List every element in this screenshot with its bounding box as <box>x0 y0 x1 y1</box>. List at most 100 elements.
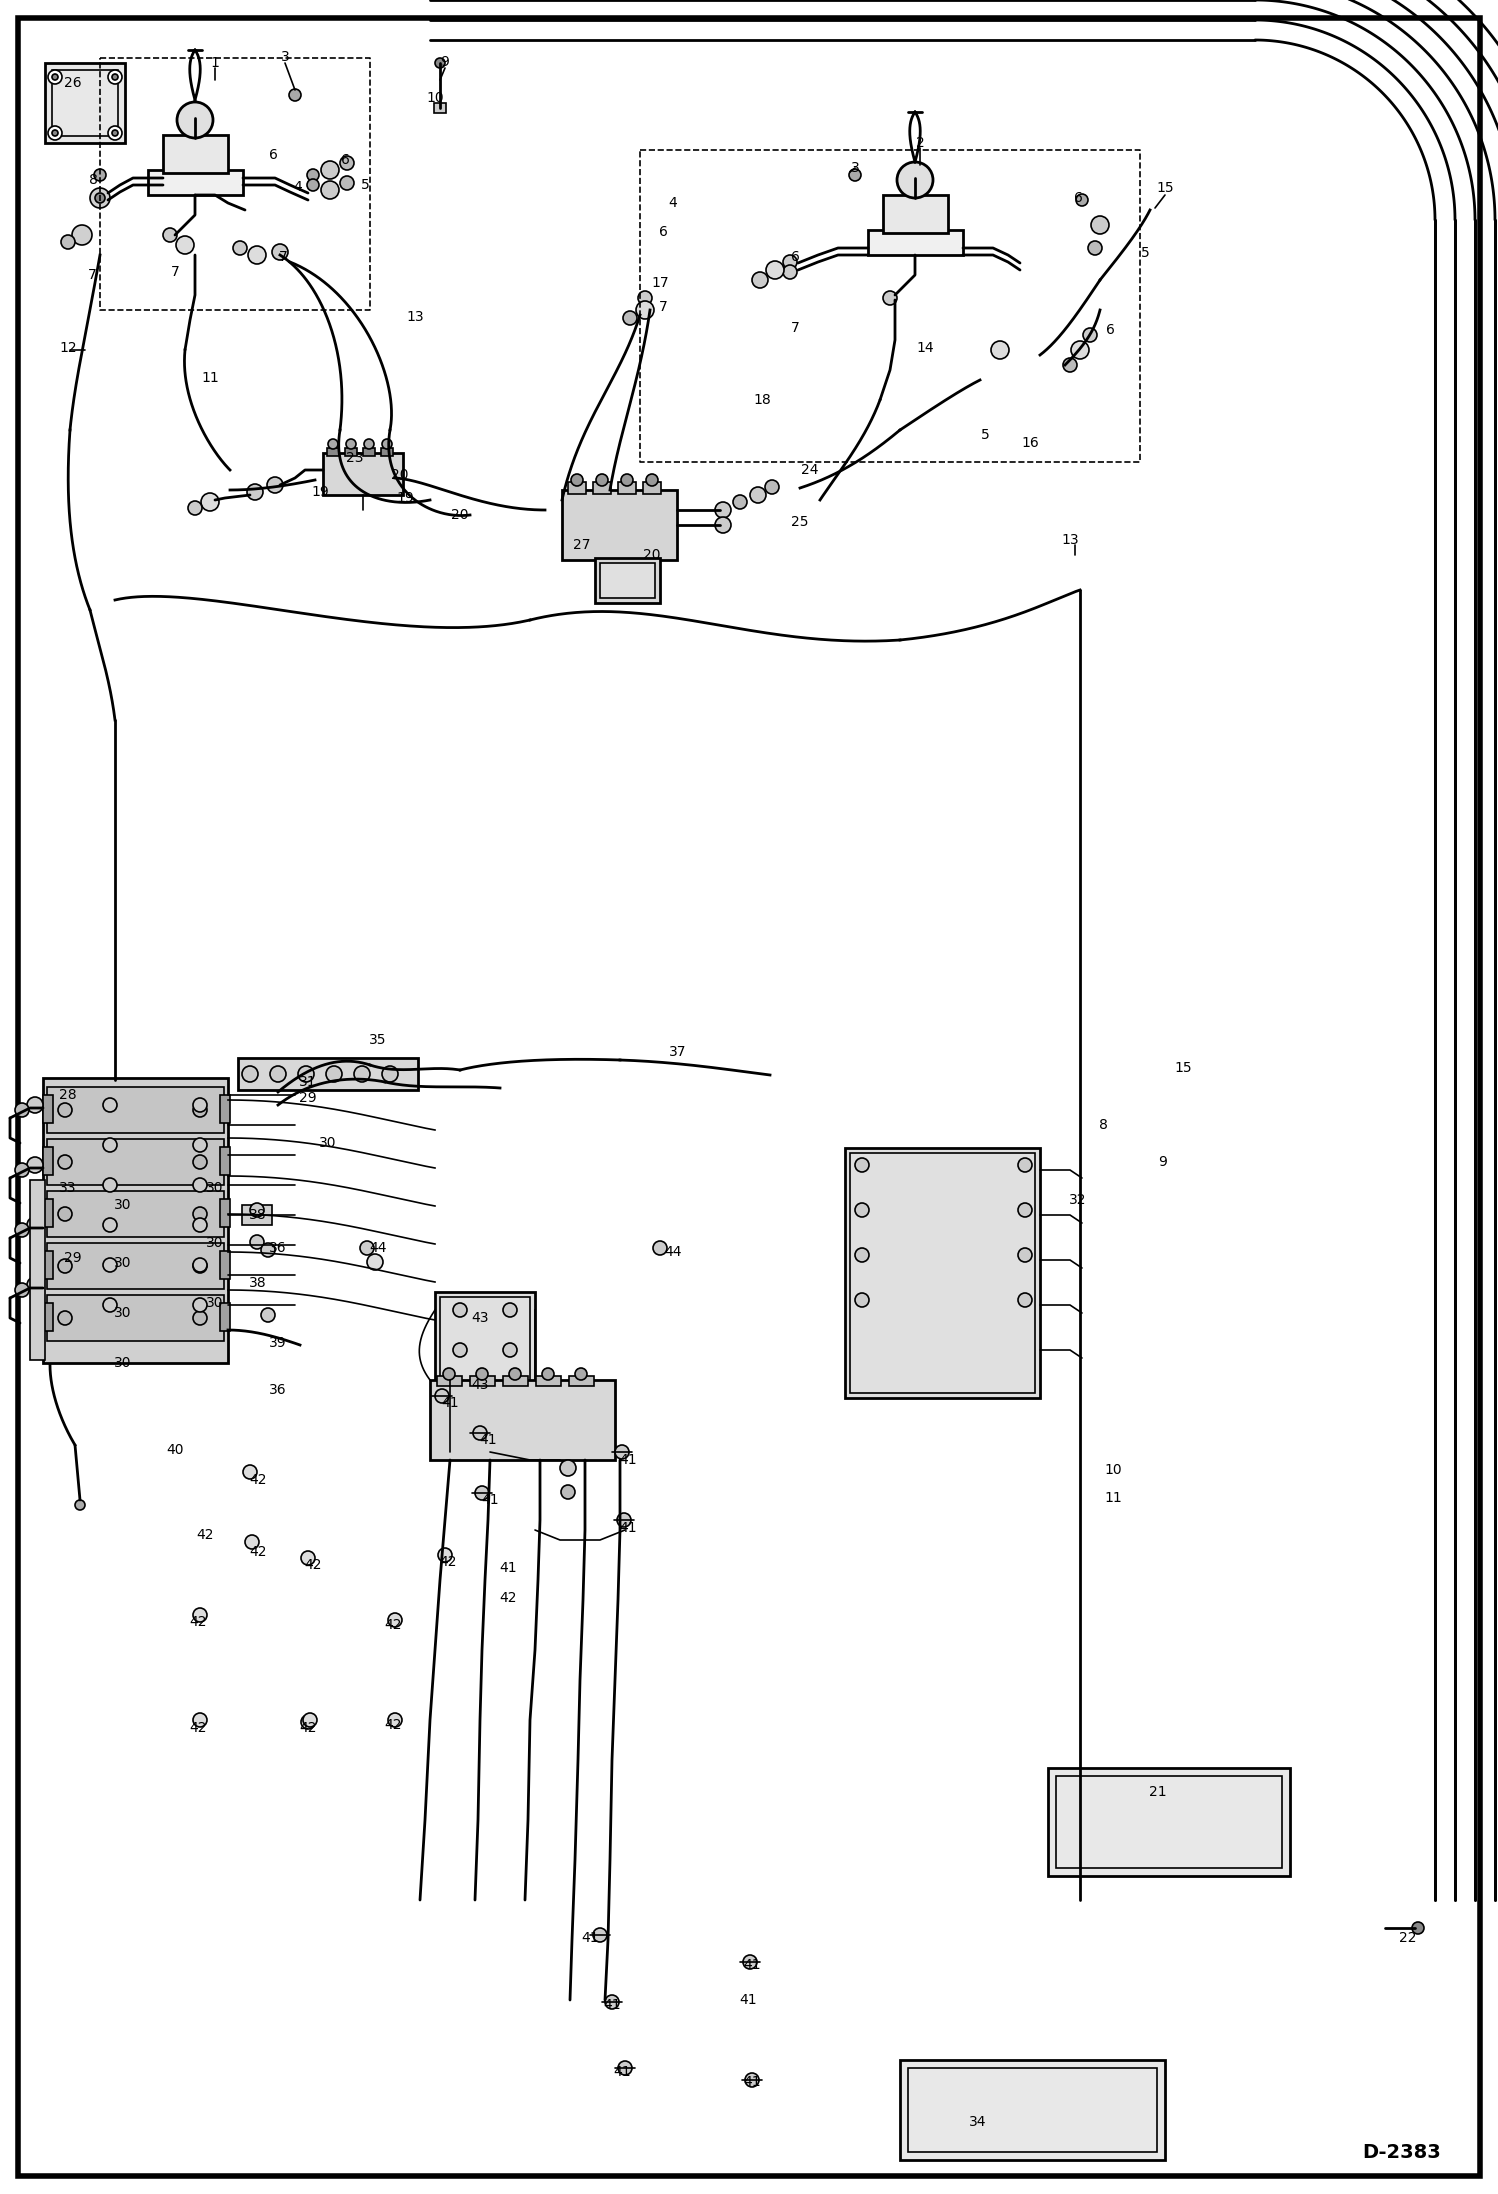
Text: 40: 40 <box>166 1444 184 1457</box>
Circle shape <box>783 265 797 279</box>
Circle shape <box>58 1154 72 1169</box>
Circle shape <box>103 1218 117 1233</box>
Bar <box>46 1086 225 1132</box>
Bar <box>43 1251 52 1279</box>
Text: 37: 37 <box>670 1044 686 1060</box>
Bar <box>324 452 403 496</box>
Circle shape <box>193 1259 207 1273</box>
Circle shape <box>61 235 75 248</box>
Text: 36: 36 <box>270 1242 286 1255</box>
Text: 16: 16 <box>1022 437 1040 450</box>
Circle shape <box>75 1501 85 1509</box>
Text: 6: 6 <box>659 226 668 239</box>
Circle shape <box>882 292 897 305</box>
Bar <box>562 489 677 559</box>
Bar <box>900 2060 1165 2161</box>
Text: 13: 13 <box>1061 533 1079 546</box>
Text: 38: 38 <box>249 1277 267 1290</box>
Text: 23: 23 <box>346 452 364 465</box>
Circle shape <box>638 292 652 305</box>
Circle shape <box>745 2073 759 2086</box>
Text: 41: 41 <box>499 1560 517 1575</box>
Circle shape <box>15 1283 28 1297</box>
Text: 21: 21 <box>1149 1786 1167 1799</box>
Circle shape <box>189 500 202 516</box>
Circle shape <box>27 1156 43 1174</box>
Circle shape <box>560 1485 575 1499</box>
Circle shape <box>619 2060 632 2076</box>
Circle shape <box>48 70 61 83</box>
Text: 7: 7 <box>171 265 180 279</box>
Circle shape <box>94 169 106 180</box>
Bar <box>46 1294 225 1341</box>
Circle shape <box>250 1202 264 1218</box>
Text: 8: 8 <box>1098 1119 1107 1132</box>
Text: 11: 11 <box>201 371 219 384</box>
Bar <box>1049 1768 1290 1876</box>
Circle shape <box>108 70 121 83</box>
Circle shape <box>1019 1248 1032 1262</box>
Circle shape <box>15 1222 28 1237</box>
Bar <box>619 483 637 494</box>
Text: 43: 43 <box>472 1312 488 1325</box>
Text: 11: 11 <box>1104 1492 1122 1505</box>
Circle shape <box>193 1104 207 1117</box>
Circle shape <box>328 439 339 450</box>
Circle shape <box>475 1485 488 1501</box>
Circle shape <box>58 1312 72 1325</box>
Circle shape <box>247 485 264 500</box>
Bar <box>43 1095 52 1123</box>
Text: 42: 42 <box>300 1720 316 1735</box>
Circle shape <box>443 1369 455 1380</box>
Text: 30: 30 <box>114 1255 132 1270</box>
Circle shape <box>855 1292 869 1308</box>
Text: 14: 14 <box>917 340 933 355</box>
Bar <box>601 564 655 599</box>
Text: 30: 30 <box>207 1297 223 1310</box>
Circle shape <box>103 1097 117 1112</box>
Bar <box>849 1154 1035 1393</box>
Text: 35: 35 <box>369 1033 386 1047</box>
Bar <box>593 483 611 494</box>
Text: 41: 41 <box>479 1433 497 1448</box>
Text: 5: 5 <box>361 178 370 193</box>
Circle shape <box>261 1308 276 1323</box>
Circle shape <box>243 1066 258 1082</box>
Text: 10: 10 <box>427 90 443 105</box>
Circle shape <box>473 1426 487 1439</box>
Circle shape <box>733 496 748 509</box>
Text: 30: 30 <box>114 1305 132 1321</box>
Text: 42: 42 <box>189 1720 207 1735</box>
Circle shape <box>596 474 608 487</box>
Circle shape <box>765 480 779 494</box>
Circle shape <box>542 1369 554 1380</box>
Bar <box>243 1205 273 1224</box>
Circle shape <box>249 246 267 263</box>
Circle shape <box>1019 1202 1032 1218</box>
Text: 41: 41 <box>581 1931 599 1946</box>
Bar <box>43 1147 52 1176</box>
Bar <box>430 1380 616 1459</box>
Circle shape <box>715 518 731 533</box>
Circle shape <box>270 1066 286 1082</box>
Text: 30: 30 <box>207 1235 223 1251</box>
Circle shape <box>382 1066 398 1082</box>
Bar <box>163 136 228 173</box>
Circle shape <box>897 162 933 197</box>
Circle shape <box>103 1139 117 1152</box>
Text: 3: 3 <box>280 50 289 64</box>
Text: 42: 42 <box>304 1558 322 1571</box>
Circle shape <box>52 129 58 136</box>
Circle shape <box>321 180 339 200</box>
Bar <box>434 103 446 114</box>
Text: 18: 18 <box>753 393 771 408</box>
Circle shape <box>163 228 177 241</box>
Text: 4: 4 <box>294 180 303 193</box>
Bar <box>30 1180 45 1360</box>
Text: 9: 9 <box>1158 1154 1167 1169</box>
Circle shape <box>646 474 658 487</box>
Circle shape <box>273 244 288 261</box>
Text: 39: 39 <box>270 1336 286 1349</box>
Bar <box>345 448 357 456</box>
Circle shape <box>177 101 213 138</box>
